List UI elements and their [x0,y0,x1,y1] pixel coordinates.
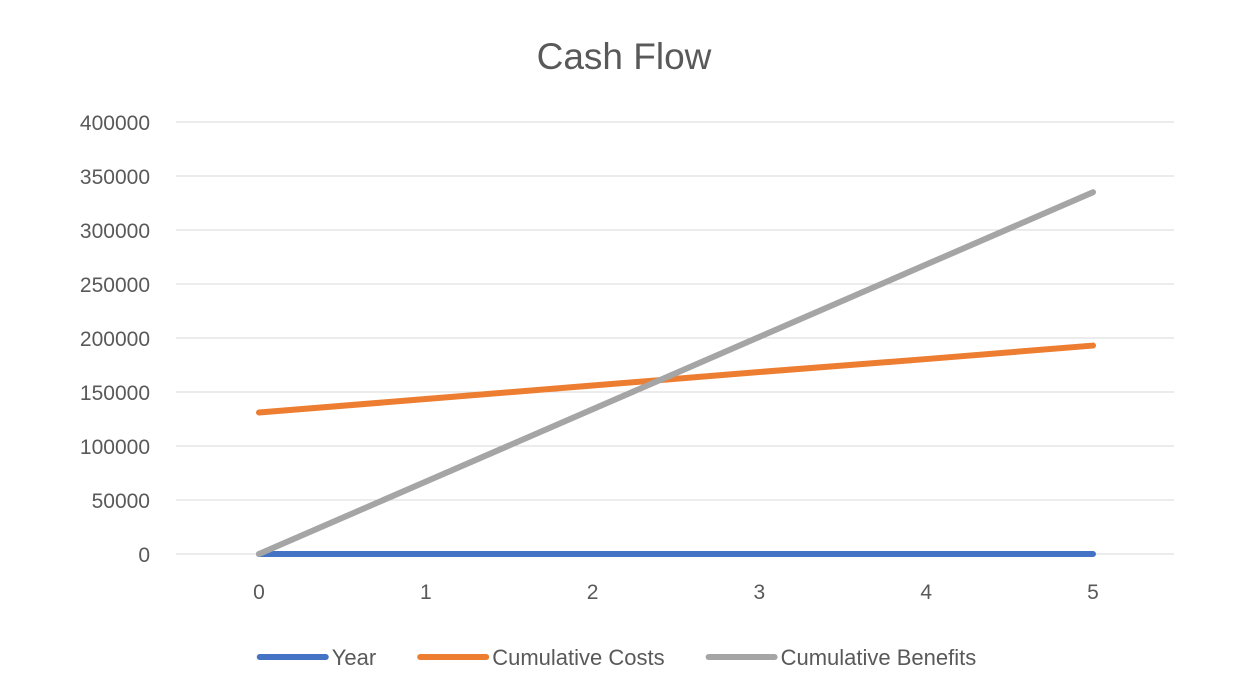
y-tick-label: 300000 [80,220,150,243]
legend-label-year: Year [332,645,376,670]
series-lines [256,189,1096,557]
y-tick-label: 100000 [80,436,150,459]
x-tick-label: 4 [920,581,932,604]
y-tick-label: 50000 [92,490,150,513]
gridlines [176,121,1174,555]
y-tick-label: 150000 [80,382,150,405]
y-tick-label: 200000 [80,328,150,351]
y-axis-ticks: 0 50000 100000 150000 200000 250000 300000 3500… [80,112,150,567]
legend-label-cumulative-benefits: Cumulative Benefits [781,645,977,670]
x-tick-label: 5 [1087,581,1099,604]
x-tick-label: 3 [754,581,766,604]
y-tick-label: 400000 [80,112,150,135]
y-tick-label: 350000 [80,166,150,189]
x-tick-label: 1 [420,581,432,604]
series-line-cumulative-benefits [256,189,1096,557]
x-axis-ticks: 0 1 2 3 4 5 [253,581,1099,604]
legend-label-cumulative-costs: Cumulative Costs [492,645,664,670]
legend: Year Cumulative Costs Cumulative Benefits [256,645,977,670]
y-tick-label: 250000 [80,274,150,297]
x-tick-label: 2 [587,581,599,604]
chart-title: Cash Flow [537,36,712,77]
x-tick-label: 0 [253,581,265,604]
y-tick-label: 0 [138,544,150,567]
series-line-cumulative-costs [256,342,1096,416]
